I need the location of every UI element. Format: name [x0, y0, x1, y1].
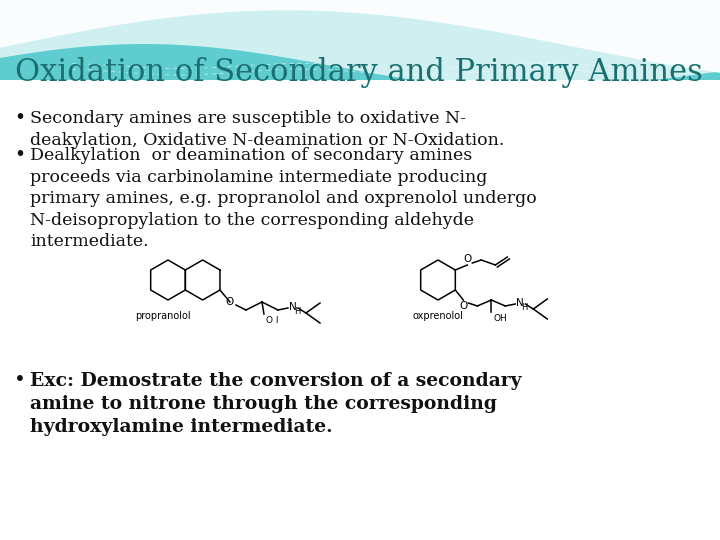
Text: O: O [463, 254, 472, 264]
Text: Exc: Demostrate the conversion of a secondary
amine to nitrone through the corre: Exc: Demostrate the conversion of a seco… [30, 372, 521, 436]
Text: H: H [294, 307, 300, 316]
Text: Secondary amines are susceptible to oxidative N-
deakylation, Oxidative N-deamin: Secondary amines are susceptible to oxid… [30, 110, 505, 148]
Polygon shape [0, 0, 720, 89]
Polygon shape [0, 0, 720, 73]
Text: oxprenolol: oxprenolol [413, 311, 464, 321]
Text: Oxidation of Secondary and Primary Amines: Oxidation of Secondary and Primary Amine… [15, 57, 703, 87]
Text: OH: OH [493, 314, 507, 323]
Text: O: O [226, 297, 234, 307]
Text: O I: O I [266, 316, 279, 325]
Text: Dealkylation  or deamination of secondary amines
proceeds via carbinolamine inte: Dealkylation or deamination of secondary… [30, 147, 536, 250]
Text: N: N [289, 302, 297, 312]
Text: •: • [14, 145, 25, 164]
Text: •: • [14, 370, 26, 389]
Text: H: H [521, 303, 528, 313]
Text: propranolol: propranolol [135, 311, 191, 321]
Text: O: O [459, 301, 467, 311]
Text: N: N [516, 298, 524, 308]
Text: •: • [14, 108, 25, 127]
FancyBboxPatch shape [0, 0, 720, 80]
